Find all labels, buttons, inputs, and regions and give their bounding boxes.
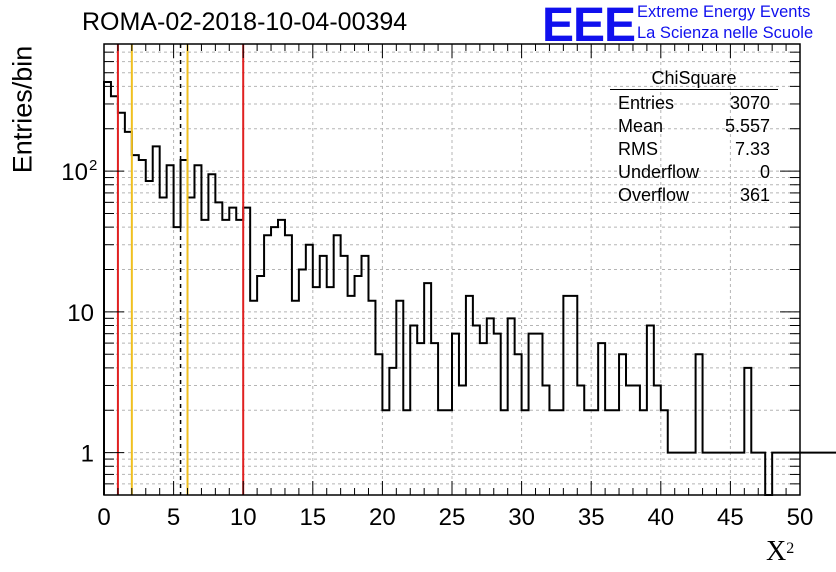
stats-value: 3070 — [729, 93, 770, 113]
y-axis-label: Entries/bin — [7, 45, 38, 174]
stats-row-underflow: Underflow 0 — [610, 161, 778, 184]
stats-row-entries: Entries 3070 — [610, 92, 778, 115]
stats-label: RMS — [618, 139, 658, 159]
x-tick-label: 50 — [787, 504, 814, 531]
x-tick-label: 30 — [508, 504, 535, 531]
y-tick-label: 1 — [81, 441, 94, 468]
logo-text-line2: La Scienza nelle Scuole — [637, 24, 814, 42]
y-tick-label: 10 — [67, 300, 94, 327]
stats-label: Entries — [618, 93, 675, 113]
x-tick-label: 35 — [578, 504, 605, 531]
histogram-series — [103, 80, 836, 496]
x-axis-label-sup: 2 — [786, 540, 795, 557]
x-tick-label: 40 — [647, 504, 674, 531]
stats-value: 361 — [739, 185, 770, 205]
stats-box: ChiSquare Entries 3070 Mean 5.557 RMS 7.33 … — [610, 68, 778, 207]
x-tick-label: 10 — [230, 504, 257, 531]
stats-value: 0 — [759, 162, 770, 182]
x-tick-label: 0 — [97, 504, 110, 531]
stats-row-rms: RMS 7.33 — [610, 138, 778, 161]
y-tick-label: 10 — [61, 159, 88, 186]
stats-label: Underflow — [618, 162, 700, 182]
x-tick-label: 15 — [299, 504, 326, 531]
x-tick-label: 25 — [439, 504, 466, 531]
logo-text-line1: Extreme Energy Events — [637, 3, 811, 21]
stats-value: 5.557 — [724, 116, 770, 136]
stats-row-overflow: Overflow 361 — [610, 184, 778, 207]
stats-label: Mean — [618, 116, 664, 136]
stats-label: Overflow — [618, 185, 690, 205]
y-tick-label-exponent: 2 — [89, 157, 97, 174]
chart-title: ROMA-02-2018-10-04-00394 — [82, 8, 408, 36]
stats-row-mean: Mean 5.557 — [610, 115, 778, 138]
x-tick-label: 5 — [167, 504, 180, 531]
stats-value: 7.33 — [734, 139, 770, 159]
x-tick-label: 45 — [717, 504, 744, 531]
stats-title: ChiSquare — [610, 68, 778, 90]
x-axis-label-base: X — [766, 536, 787, 567]
x-axis-label: X2 — [766, 536, 794, 568]
x-tick-label: 20 — [369, 504, 396, 531]
